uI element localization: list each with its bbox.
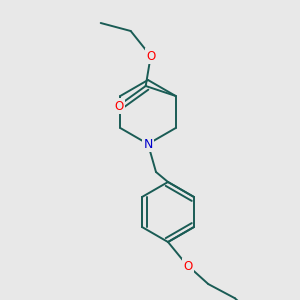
Text: O: O — [146, 50, 155, 62]
Text: O: O — [183, 260, 193, 272]
Text: N: N — [143, 137, 153, 151]
Text: O: O — [114, 100, 123, 112]
